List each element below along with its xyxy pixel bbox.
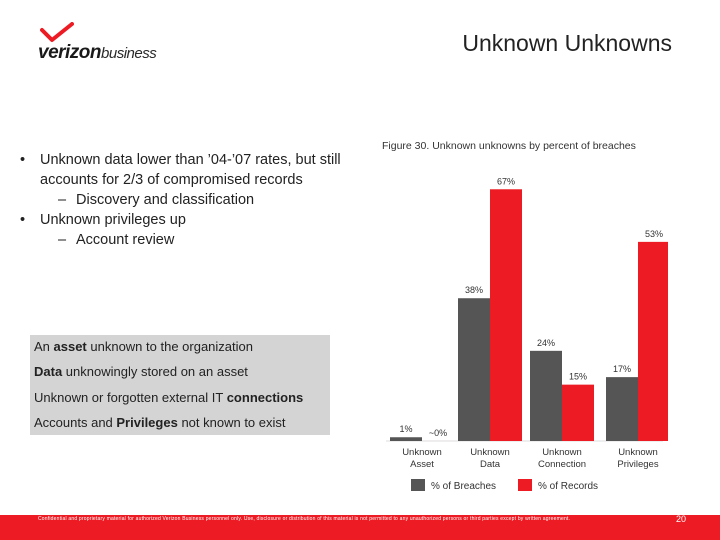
definition-keyword: asset (53, 339, 87, 354)
logo-word: verizon (38, 42, 102, 63)
definition-data: Data unknowingly stored on an asset (34, 364, 248, 379)
data-label: 53% (645, 229, 663, 239)
sub-bullet-item: – Discovery and classification (20, 190, 350, 210)
bullet-item: • Unknown privileges up (20, 210, 350, 230)
verizon-check-icon (40, 22, 74, 42)
sub-bullet-dash: – (58, 232, 67, 248)
data-label: 1% (399, 424, 412, 434)
definition-text: unknowingly stored on an asset (62, 364, 248, 379)
bullet-text: Unknown data lower than ’04-’07 rates, b… (40, 152, 341, 188)
data-label: ~0% (429, 428, 447, 438)
category-label: Connection (538, 459, 586, 470)
definition-keyword: Data (34, 364, 63, 379)
bullet-dot: • (20, 212, 26, 228)
definition-text: unknown to the organization (86, 339, 253, 354)
category-label: Privileges (617, 459, 658, 470)
data-label: 17% (613, 364, 631, 374)
legend-swatch (411, 479, 425, 491)
bar (490, 189, 522, 441)
definition-keyword: connections (226, 390, 304, 405)
breach-chart: Figure 30. Unknown unknowns by percent o… (382, 140, 668, 492)
definition-asset: An asset unknown to the organization (34, 339, 253, 354)
category-label: Unknown (542, 447, 582, 458)
sub-bullet-dash: – (58, 192, 67, 208)
category-label: Unknown (402, 447, 442, 458)
category-label: Asset (410, 459, 434, 470)
definition-text: Accounts and (34, 415, 117, 430)
category-label: Unknown (618, 447, 658, 458)
data-label: 24% (537, 338, 555, 348)
legend-swatch (518, 479, 532, 491)
verizon-business-logo: verizonbusiness (38, 22, 168, 72)
sub-bullet-text: Discovery and classification (76, 192, 255, 208)
bar (530, 350, 562, 441)
definitions-box: An asset unknown to the organization Dat… (30, 335, 330, 435)
bar (606, 377, 638, 441)
slide-title: Unknown Unknowns (462, 30, 672, 56)
logo-suffix: business (101, 45, 157, 62)
definition-text: An (34, 339, 54, 354)
bullet-text: Unknown privileges up (40, 212, 186, 228)
definition-privileges: Accounts and Privileges not known to exi… (34, 415, 286, 430)
sub-bullet-item: – Account review (20, 230, 350, 250)
footer-disclaimer: Confidential and proprietary material fo… (38, 516, 571, 522)
chart-title: Figure 30. Unknown unknowns by percent o… (382, 140, 636, 152)
bar (390, 437, 422, 441)
footer-bar (0, 515, 720, 540)
data-label: 67% (497, 176, 515, 186)
sub-bullet-text: Account review (76, 232, 175, 248)
bullet-dot: • (20, 152, 26, 168)
bullet-list: • Unknown data lower than ’04-’07 rates,… (20, 150, 350, 250)
bullet-item: • Unknown data lower than ’04-’07 rates,… (20, 150, 350, 190)
bar (562, 384, 594, 441)
definition-keyword: Privileges (116, 415, 178, 430)
bar (458, 298, 490, 441)
data-label: 38% (465, 285, 483, 295)
definition-text: not known to exist (177, 415, 286, 430)
category-label: Data (480, 459, 501, 470)
category-label: Unknown (470, 447, 510, 458)
legend-label: % of Records (538, 481, 598, 492)
data-label: 15% (569, 372, 587, 382)
logo-wordmark: verizonbusiness (38, 42, 157, 64)
page-number: 20 (675, 514, 686, 524)
definition-text: Unknown or forgotten external IT (34, 390, 227, 405)
bar (638, 241, 668, 441)
definition-connections: Unknown or forgotten external IT connect… (34, 390, 303, 405)
legend-label: % of Breaches (431, 481, 496, 492)
